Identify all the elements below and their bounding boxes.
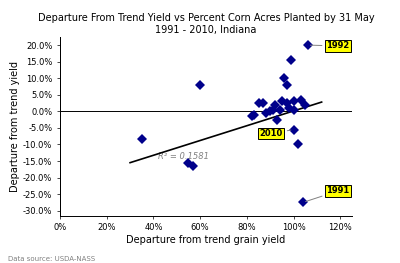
X-axis label: Departure from trend grain yield: Departure from trend grain yield <box>126 235 286 245</box>
Y-axis label: Departure from trend yield: Departure from trend yield <box>10 61 20 192</box>
Text: R² = 0.1581: R² = 0.1581 <box>158 152 209 161</box>
Text: 1992: 1992 <box>310 41 350 50</box>
Text: 2010: 2010 <box>260 129 291 138</box>
Text: 1991: 1991 <box>306 186 350 201</box>
Text: Data source: USDA-NASS: Data source: USDA-NASS <box>8 256 95 262</box>
Title: Departure From Trend Yield vs Percent Corn Acres Planted by 31 May
1991 - 2010, : Departure From Trend Yield vs Percent Co… <box>38 13 374 35</box>
